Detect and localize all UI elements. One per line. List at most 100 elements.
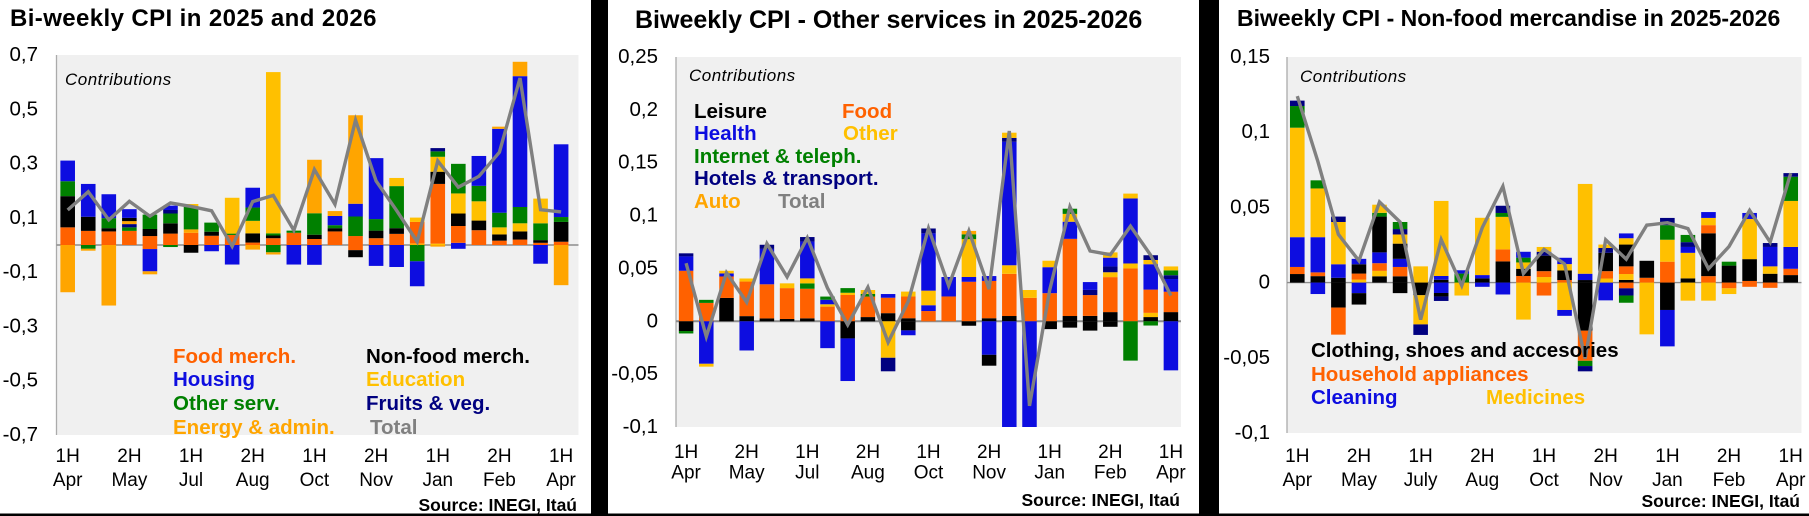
svg-text:-0,3: -0,3 bbox=[3, 314, 38, 337]
svg-text:0,1: 0,1 bbox=[10, 206, 39, 229]
svg-text:1H: 1H bbox=[426, 446, 450, 467]
svg-text:Total: Total bbox=[370, 416, 417, 439]
svg-text:2H: 2H bbox=[1470, 446, 1494, 467]
svg-text:1H: 1H bbox=[302, 446, 326, 467]
svg-text:Nov: Nov bbox=[359, 470, 393, 491]
svg-text:Internet & teleph.: Internet & teleph. bbox=[694, 145, 861, 168]
svg-text:1H: 1H bbox=[1159, 442, 1183, 463]
svg-text:0,3: 0,3 bbox=[10, 152, 39, 175]
svg-text:May: May bbox=[729, 463, 765, 484]
svg-text:Biweekly CPI - Other services: Biweekly CPI - Other services in 2025-20… bbox=[635, 6, 1142, 34]
svg-text:1H: 1H bbox=[1532, 446, 1556, 467]
svg-text:Apr: Apr bbox=[1283, 470, 1313, 491]
svg-text:Education: Education bbox=[366, 368, 465, 391]
svg-text:Jul: Jul bbox=[179, 470, 203, 491]
svg-text:Jan: Jan bbox=[422, 470, 453, 491]
svg-text:1H: 1H bbox=[1038, 442, 1062, 463]
svg-text:Oct: Oct bbox=[914, 463, 944, 484]
svg-text:Medicines: Medicines bbox=[1486, 386, 1585, 409]
svg-text:2H: 2H bbox=[1594, 446, 1618, 467]
svg-text:-0,1: -0,1 bbox=[623, 415, 658, 438]
svg-text:0,05: 0,05 bbox=[1230, 195, 1270, 218]
svg-text:Food merch.: Food merch. bbox=[173, 345, 296, 368]
svg-text:Nov: Nov bbox=[972, 463, 1006, 484]
svg-text:Jul: Jul bbox=[795, 463, 819, 484]
svg-text:1H: 1H bbox=[56, 446, 80, 467]
svg-text:Apr: Apr bbox=[1156, 463, 1186, 484]
svg-text:Energy & admin.: Energy & admin. bbox=[173, 416, 335, 439]
svg-text:0: 0 bbox=[647, 309, 658, 332]
svg-text:Oct: Oct bbox=[1529, 470, 1559, 491]
svg-text:Household appliances: Household appliances bbox=[1311, 363, 1529, 386]
svg-text:2H: 2H bbox=[977, 442, 1001, 463]
svg-text:Biweekly CPI - Non-food mercan: Biweekly CPI - Non-food mercandise in 20… bbox=[1237, 5, 1780, 31]
svg-text:Total: Total bbox=[778, 190, 825, 213]
svg-text:0,2: 0,2 bbox=[630, 98, 659, 121]
svg-text:May: May bbox=[1341, 470, 1377, 491]
svg-text:1H: 1H bbox=[179, 446, 203, 467]
svg-text:-0,5: -0,5 bbox=[3, 369, 38, 392]
svg-text:0,1: 0,1 bbox=[630, 204, 659, 227]
svg-text:Aug: Aug bbox=[1465, 470, 1499, 491]
svg-text:Contributions: Contributions bbox=[65, 70, 172, 89]
svg-text:-0,05: -0,05 bbox=[611, 362, 658, 385]
svg-text:2H: 2H bbox=[856, 442, 880, 463]
svg-text:2H: 2H bbox=[241, 446, 265, 467]
svg-text:Feb: Feb bbox=[1713, 470, 1746, 491]
svg-text:2H: 2H bbox=[117, 446, 141, 467]
svg-text:Contributions: Contributions bbox=[689, 66, 796, 85]
svg-text:Oct: Oct bbox=[300, 470, 330, 491]
svg-text:Cleaning: Cleaning bbox=[1311, 386, 1398, 409]
svg-text:Nov: Nov bbox=[1589, 470, 1623, 491]
svg-text:Other: Other bbox=[843, 122, 898, 145]
svg-text:1H: 1H bbox=[549, 446, 573, 467]
svg-text:Contributions: Contributions bbox=[1300, 67, 1407, 86]
svg-text:0,25: 0,25 bbox=[618, 45, 658, 68]
svg-text:1H: 1H bbox=[1779, 446, 1803, 467]
svg-text:Aug: Aug bbox=[236, 470, 270, 491]
svg-text:2H: 2H bbox=[364, 446, 388, 467]
svg-text:1H: 1H bbox=[674, 442, 698, 463]
svg-text:0: 0 bbox=[1259, 271, 1270, 294]
svg-text:Apr: Apr bbox=[1776, 470, 1806, 491]
svg-text:Feb: Feb bbox=[483, 470, 516, 491]
svg-text:Source: INEGI, Itaú: Source: INEGI, Itaú bbox=[1642, 491, 1801, 511]
svg-text:Leisure: Leisure bbox=[694, 100, 767, 123]
svg-text:Aug: Aug bbox=[851, 463, 885, 484]
svg-text:-0,1: -0,1 bbox=[1235, 421, 1270, 444]
svg-text:Non-food merch.: Non-food merch. bbox=[366, 345, 530, 368]
svg-text:2H: 2H bbox=[1347, 446, 1371, 467]
svg-text:1H: 1H bbox=[1408, 446, 1432, 467]
svg-text:0,7: 0,7 bbox=[10, 43, 39, 66]
svg-text:Jan: Jan bbox=[1034, 463, 1065, 484]
svg-text:Apr: Apr bbox=[671, 463, 701, 484]
svg-text:July: July bbox=[1404, 470, 1438, 491]
svg-text:Apr: Apr bbox=[53, 470, 83, 491]
svg-text:2H: 2H bbox=[487, 446, 511, 467]
svg-text:0,15: 0,15 bbox=[618, 151, 658, 174]
svg-text:-0,1: -0,1 bbox=[3, 260, 38, 283]
svg-text:Auto: Auto bbox=[694, 190, 741, 213]
svg-text:Health: Health bbox=[694, 122, 757, 145]
svg-text:-0,05: -0,05 bbox=[1223, 346, 1270, 369]
svg-text:1H: 1H bbox=[1655, 446, 1679, 467]
svg-text:-0,7: -0,7 bbox=[3, 423, 38, 446]
svg-text:Apr: Apr bbox=[546, 470, 576, 491]
svg-text:2H: 2H bbox=[735, 442, 759, 463]
svg-text:Bi-weekly CPI in 2025 and 2026: Bi-weekly CPI in 2025 and 2026 bbox=[10, 5, 377, 32]
svg-text:1H: 1H bbox=[1285, 446, 1309, 467]
svg-text:Other serv.: Other serv. bbox=[173, 392, 280, 415]
svg-text:Source: INEGI, Itaú: Source: INEGI, Itaú bbox=[419, 495, 578, 515]
svg-text:0,15: 0,15 bbox=[1230, 45, 1270, 68]
svg-text:Fruits & veg.: Fruits & veg. bbox=[366, 392, 490, 415]
svg-text:Jan: Jan bbox=[1652, 470, 1683, 491]
svg-text:1H: 1H bbox=[916, 442, 940, 463]
svg-text:Feb: Feb bbox=[1094, 463, 1127, 484]
svg-text:Food: Food bbox=[842, 100, 892, 123]
svg-text:0,1: 0,1 bbox=[1242, 120, 1271, 143]
svg-text:Source: INEGI, Itaú: Source: INEGI, Itaú bbox=[1022, 490, 1181, 510]
svg-text:1H: 1H bbox=[795, 442, 819, 463]
svg-text:0,5: 0,5 bbox=[10, 97, 39, 120]
svg-text:Housing: Housing bbox=[173, 368, 255, 391]
svg-text:2H: 2H bbox=[1717, 446, 1741, 467]
